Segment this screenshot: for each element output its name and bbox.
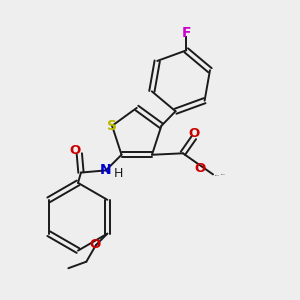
Text: methyl: methyl (214, 175, 219, 176)
Text: H: H (114, 167, 123, 180)
Text: O: O (189, 127, 200, 140)
Text: S: S (107, 119, 117, 133)
Text: O: O (69, 144, 80, 157)
Text: O: O (194, 162, 206, 175)
Text: N: N (100, 163, 112, 177)
Text: F: F (182, 26, 191, 40)
Text: O: O (90, 238, 101, 251)
Text: methyl: methyl (221, 174, 226, 175)
